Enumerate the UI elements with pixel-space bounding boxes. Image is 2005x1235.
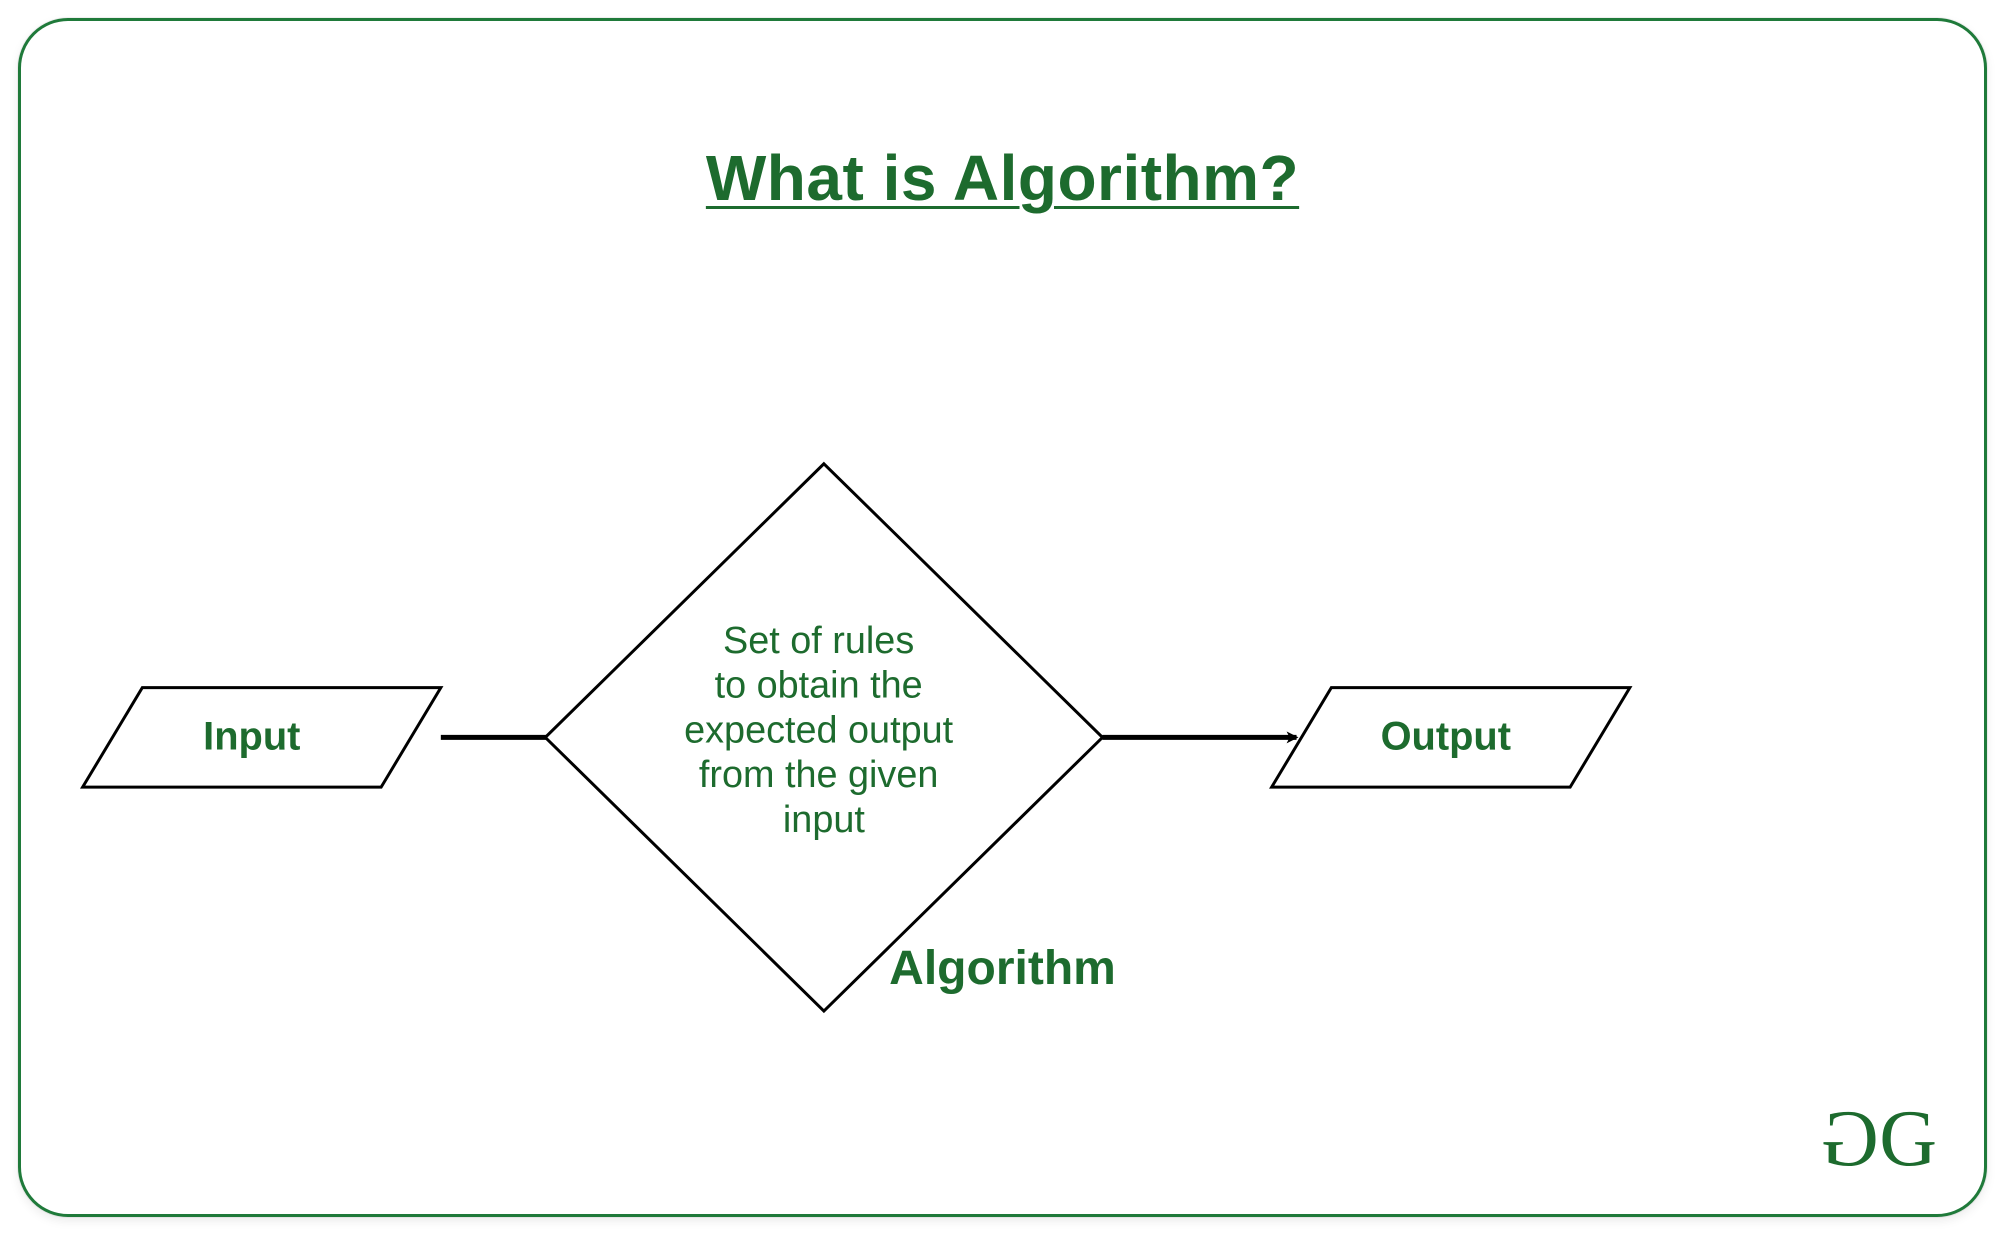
gfg-logo: GG bbox=[1829, 1099, 1929, 1179]
diagram-frame: What is Algorithm? Input Set of rules to… bbox=[18, 18, 1987, 1217]
logo-right-g: G bbox=[1879, 1095, 1929, 1183]
logo-left-g: G bbox=[1829, 1099, 1879, 1179]
flowchart-svg: Input Set of rules to obtain the expecte… bbox=[21, 21, 1984, 1214]
algorithm-caption: Algorithm bbox=[889, 941, 1116, 996]
output-label: Output bbox=[1381, 714, 1511, 758]
input-label: Input bbox=[203, 714, 300, 758]
